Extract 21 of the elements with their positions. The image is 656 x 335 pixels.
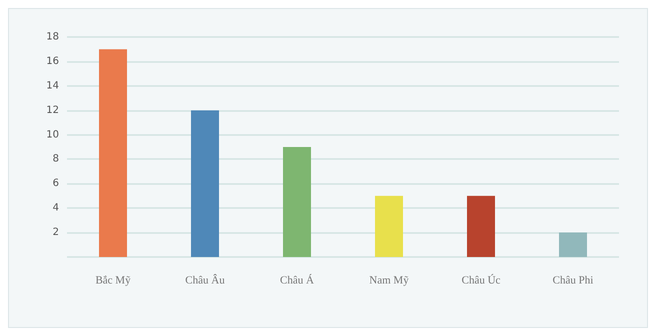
bar <box>375 196 403 257</box>
y-tick-label: 12 <box>46 104 59 116</box>
x-tick-label: Bắc Mỹ <box>95 274 132 286</box>
y-tick-label: 2 <box>52 227 59 238</box>
bar <box>191 110 219 257</box>
y-tick-label: 14 <box>46 80 59 92</box>
x-tick-label: Châu Âu <box>185 274 226 286</box>
bar <box>467 196 495 257</box>
bar <box>283 147 311 257</box>
y-tick-label: 10 <box>46 129 59 140</box>
y-tick-label: 4 <box>52 202 59 214</box>
bar <box>559 232 587 257</box>
y-tick-label: 18 <box>46 32 59 42</box>
x-tick-label: Nam Mỹ <box>369 274 410 286</box>
y-tick-label: 6 <box>52 178 59 190</box>
y-tick-label: 8 <box>52 154 59 165</box>
x-tick-label: Châu Á <box>280 274 314 286</box>
bar <box>99 49 127 257</box>
y-tick-label: 16 <box>46 56 59 67</box>
x-tick-label: Châu Úc <box>462 274 501 286</box>
x-tick-label: Châu Phi <box>552 274 594 286</box>
